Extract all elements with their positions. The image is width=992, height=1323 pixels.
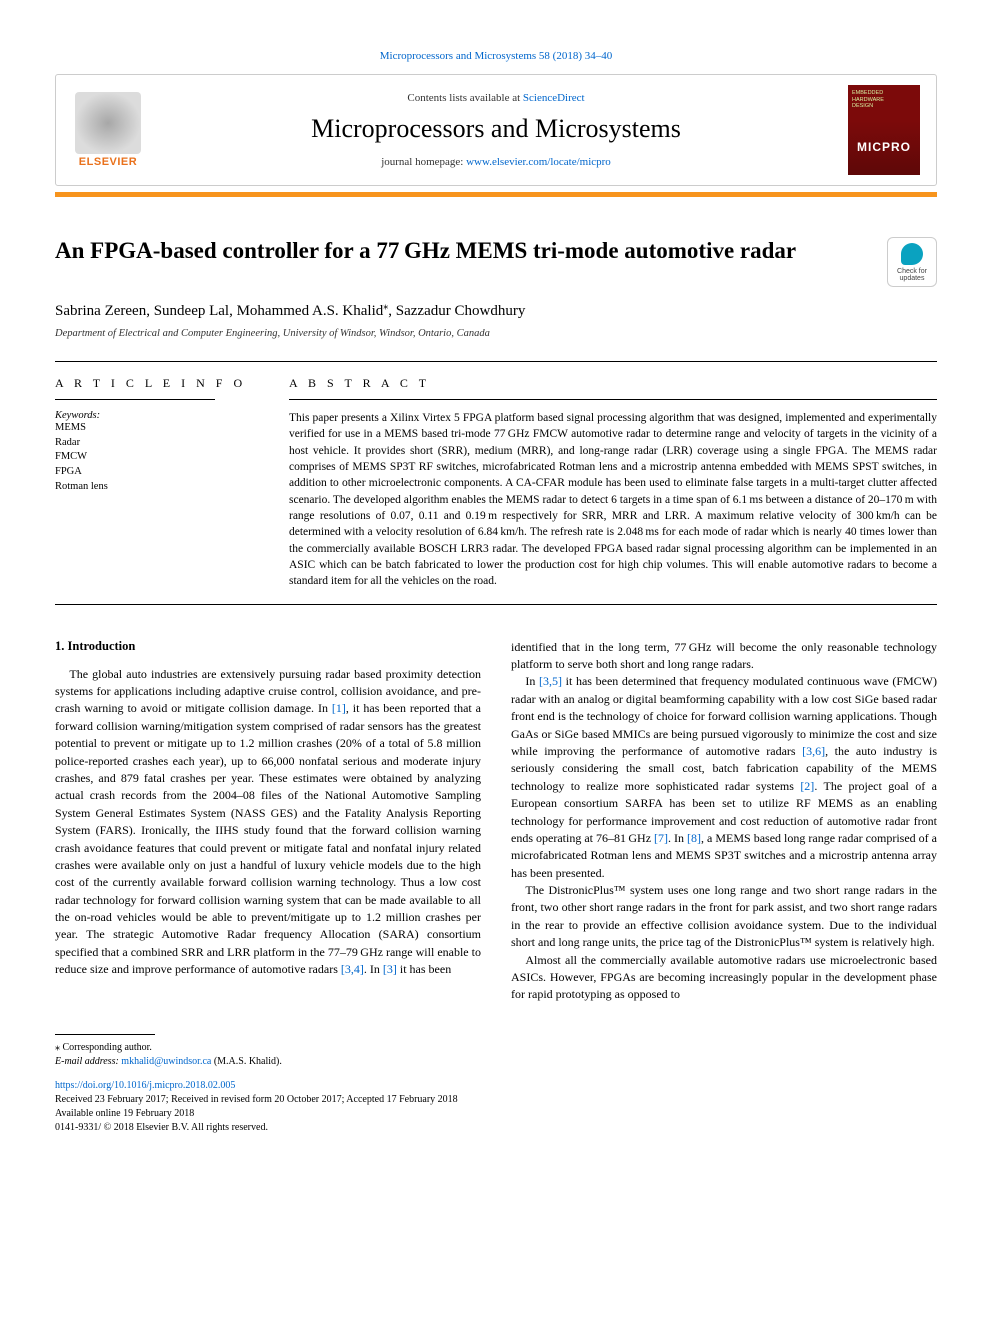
cover-line-3: DESIGN xyxy=(852,103,916,110)
online-line: Available online 19 February 2018 xyxy=(55,1107,937,1121)
article-info-column: A R T I C L E I N F O Keywords: MEMS Rad… xyxy=(55,376,255,590)
abstract-heading: A B S T R A C T xyxy=(289,376,937,391)
title-row: An FPGA-based controller for a 77 GHz ME… xyxy=(55,237,937,287)
citation-link[interactable]: [3,5] xyxy=(539,674,562,688)
citation-link[interactable]: [3] xyxy=(383,962,397,976)
authors-main: Sabrina Zereen, Sundeep Lal, Mohammed A.… xyxy=(55,303,383,319)
crossmark-icon xyxy=(901,243,923,265)
copyright-line: 0141-9331/ © 2018 Elsevier B.V. All righ… xyxy=(55,1121,937,1135)
keyword: FMCW xyxy=(55,450,255,465)
abstract-rule xyxy=(289,399,937,400)
email-link[interactable]: mkhalid@uwindsor.ca xyxy=(121,1056,211,1067)
body-columns: 1. Introduction The global auto industri… xyxy=(55,639,937,1004)
info-abstract-block: A R T I C L E I N F O Keywords: MEMS Rad… xyxy=(55,361,937,605)
sciencedirect-link[interactable]: ScienceDirect xyxy=(523,92,585,104)
paragraph: In [3,5] it has been determined that fre… xyxy=(511,673,937,882)
journal-reference-text: Microprocessors and Microsystems 58 (201… xyxy=(380,50,613,62)
contents-prefix: Contents lists available at xyxy=(407,92,522,104)
text-run: , it has been reported that a forward co… xyxy=(55,701,481,976)
body-text-left: The global auto industries are extensive… xyxy=(55,666,481,979)
received-line: Received 23 February 2017; Received in r… xyxy=(55,1093,937,1107)
authors-tail: , Sazzadur Chowdhury xyxy=(388,303,525,319)
affiliation: Department of Electrical and Computer En… xyxy=(55,328,937,339)
abstract-text: This paper presents a Xilinx Virtex 5 FP… xyxy=(289,410,937,590)
email-tail: (M.A.S. Khalid). xyxy=(211,1056,282,1067)
corresponding-footnote: ⁎ Corresponding author. E-mail address: … xyxy=(55,1041,937,1069)
body-text-right: identified that in the long term, 77 GHz… xyxy=(511,639,937,1004)
cover-logo: MICPRO xyxy=(857,140,911,154)
citation-link[interactable]: [2] xyxy=(800,779,814,793)
cover-line-2: HARDWARE xyxy=(852,97,916,104)
contents-line: Contents lists available at ScienceDirec… xyxy=(164,92,828,104)
email-label: E-mail address: xyxy=(55,1056,121,1067)
citation-link[interactable]: [3,4] xyxy=(341,962,364,976)
paragraph: Almost all the commercially available au… xyxy=(511,952,937,1004)
doi-block: https://doi.org/10.1016/j.micpro.2018.02… xyxy=(55,1079,937,1135)
email-line: E-mail address: mkhalid@uwindsor.ca (M.A… xyxy=(55,1055,937,1069)
cover-line-1: EMBEDDED xyxy=(852,90,916,97)
article-info-heading: A R T I C L E I N F O xyxy=(55,376,255,391)
authors: Sabrina Zereen, Sundeep Lal, Mohammed A.… xyxy=(55,301,937,320)
check-line-1: Check for xyxy=(897,268,927,275)
text-run: In xyxy=(525,674,539,688)
footnote-rule xyxy=(55,1034,155,1035)
homepage-prefix: journal homepage: xyxy=(381,156,466,168)
keyword: MEMS xyxy=(55,421,255,436)
keyword: FPGA xyxy=(55,465,255,480)
journal-title: Microprocessors and Microsystems xyxy=(164,114,828,144)
cover-text: EMBEDDED HARDWARE DESIGN xyxy=(852,90,916,110)
journal-header-box: ELSEVIER Contents lists available at Sci… xyxy=(55,74,937,186)
citation-link[interactable]: [8] xyxy=(687,831,701,845)
corr-author-note: ⁎ Corresponding author. xyxy=(55,1041,937,1055)
elsevier-label: ELSEVIER xyxy=(79,156,137,168)
doi-link[interactable]: https://doi.org/10.1016/j.micpro.2018.02… xyxy=(55,1079,937,1093)
citation-link[interactable]: [7] xyxy=(654,831,668,845)
elsevier-logo[interactable]: ELSEVIER xyxy=(72,89,144,171)
paragraph: The global auto industries are extensive… xyxy=(55,666,481,979)
journal-reference[interactable]: Microprocessors and Microsystems 58 (201… xyxy=(55,50,937,62)
keywords-list: MEMS Radar FMCW FPGA Rotman lens xyxy=(55,421,255,494)
orange-divider xyxy=(55,192,937,197)
citation-link[interactable]: [3,6] xyxy=(802,744,825,758)
check-for-updates-badge[interactable]: Check for updates xyxy=(887,237,937,287)
paragraph: The DistronicPlus™ system uses one long … xyxy=(511,882,937,952)
citation-link[interactable]: [1] xyxy=(332,701,346,715)
left-column: 1. Introduction The global auto industri… xyxy=(55,639,481,1004)
header-center: Contents lists available at ScienceDirec… xyxy=(164,92,828,168)
keyword: Rotman lens xyxy=(55,480,255,495)
text-run: . In xyxy=(364,962,383,976)
paragraph: identified that in the long term, 77 GHz… xyxy=(511,639,937,674)
abstract-column: A B S T R A C T This paper presents a Xi… xyxy=(289,376,937,590)
keyword: Radar xyxy=(55,436,255,451)
elsevier-tree-icon xyxy=(75,92,141,154)
article-title: An FPGA-based controller for a 77 GHz ME… xyxy=(55,237,869,266)
journal-cover-thumb[interactable]: EMBEDDED HARDWARE DESIGN MICPRO xyxy=(848,85,920,175)
check-line-2: updates xyxy=(900,275,925,282)
info-rule xyxy=(55,399,215,400)
text-run: . In xyxy=(668,831,687,845)
section-heading: 1. Introduction xyxy=(55,639,481,654)
homepage-line: journal homepage: www.elsevier.com/locat… xyxy=(164,156,828,168)
keywords-label: Keywords: xyxy=(55,410,255,421)
homepage-link[interactable]: www.elsevier.com/locate/micpro xyxy=(466,156,611,168)
right-column: identified that in the long term, 77 GHz… xyxy=(511,639,937,1004)
text-run: it has been xyxy=(397,962,451,976)
